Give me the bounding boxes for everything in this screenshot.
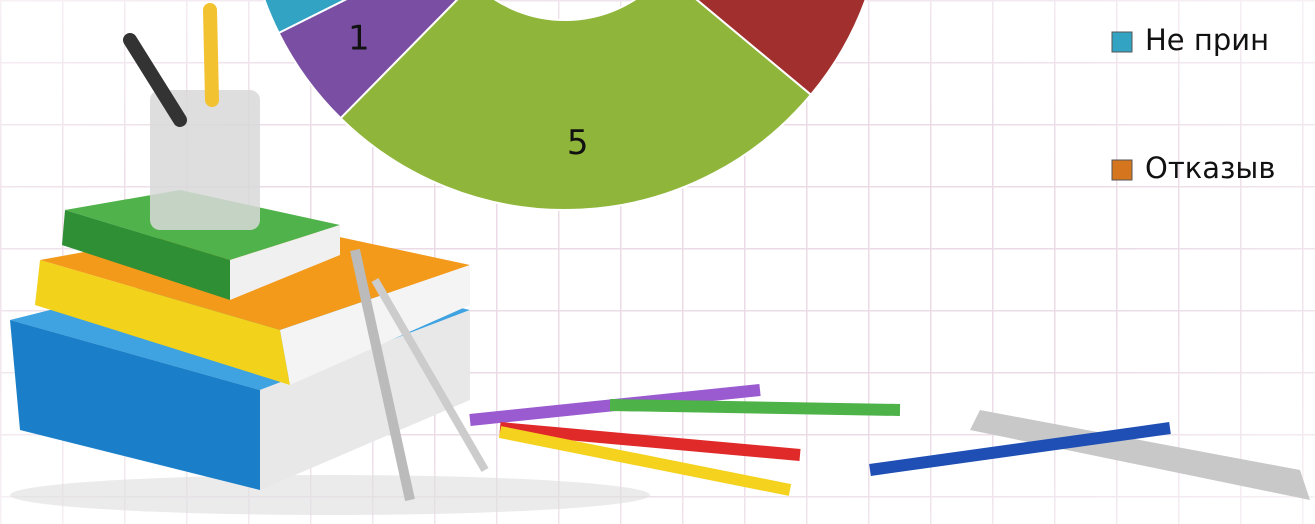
data-label: 1 [348,18,370,58]
legend-label: Не прин [1145,23,1269,57]
data-label: 5 [567,123,589,163]
legend-label: Отказыв [1145,151,1275,185]
legend-swatch [1111,31,1133,53]
donut-slice [695,0,867,97]
donut-chart: 61156 [263,0,867,211]
legend-swatch [1111,159,1133,181]
legend: Не прин Отказыв [1111,23,1275,185]
school-supplies [10,3,1310,515]
donut-slice [339,0,813,211]
